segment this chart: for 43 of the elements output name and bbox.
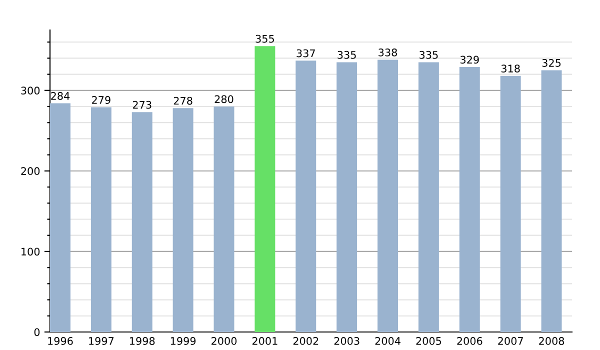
data-label: 335 [420,50,438,59]
x-tick-label: 2006 [457,337,482,345]
data-label: 337 [296,49,315,58]
bar [254,46,276,332]
y-tick-label: 100 [22,248,40,256]
x-tick-label: 2003 [334,337,360,345]
data-label: 279 [92,96,110,104]
bar [500,76,521,332]
data-label: 284 [51,92,70,100]
data-label: 273 [132,100,152,109]
x-tick-label: 2005 [416,337,442,345]
x-tick-label: 2002 [293,337,318,345]
bar [418,62,439,332]
bar [90,107,112,332]
data-label: 325 [542,58,561,67]
x-tick-label: 2008 [539,337,564,345]
bar [541,70,562,332]
x-tick-label: 1999 [170,337,196,345]
data-label: 318 [501,64,520,72]
bar [132,112,152,332]
x-tick-label: 2007 [498,337,523,345]
data-label: 329 [460,56,479,64]
data-label: 278 [174,96,192,105]
bar [50,103,70,332]
bar [336,62,358,332]
x-tick-label: 2004 [375,337,400,345]
bar [214,106,234,332]
data-label: 280 [214,95,234,104]
x-tick-label: 1997 [89,337,114,345]
y-tick-label: 300 [21,86,40,95]
x-tick-label: 1996 [48,337,73,345]
data-label: 338 [378,48,397,56]
bar [378,60,398,332]
x-tick-label: 2000 [212,337,237,345]
bar [172,108,194,332]
data-label: 355 [256,34,274,43]
bar [296,60,316,332]
y-tick-label: 200 [21,167,40,176]
bar [459,67,480,332]
data-label: 335 [338,50,356,59]
x-tick-label: 2001 [252,337,278,345]
y-tick-label: 0 [34,328,40,336]
x-tick-label: 1998 [130,337,155,345]
